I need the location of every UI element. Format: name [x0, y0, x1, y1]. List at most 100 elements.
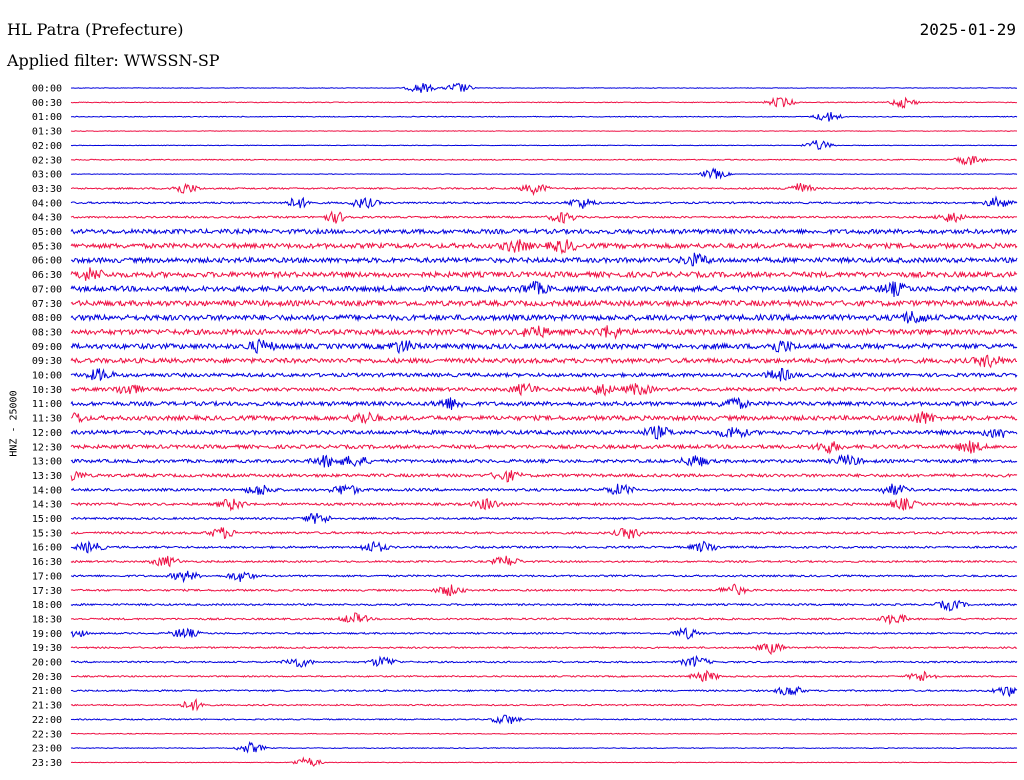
time-tick-label: 00:00 — [32, 84, 62, 95]
time-tick-label: 06:30 — [32, 270, 62, 281]
time-tick-label: 04:00 — [32, 198, 62, 209]
time-tick-label: 19:00 — [32, 629, 62, 640]
time-tick-label: 05:00 — [32, 227, 62, 238]
trace-line — [70, 626, 1018, 640]
trace-line — [70, 756, 1018, 767]
time-tick-label: 13:30 — [32, 471, 62, 482]
time-tick-label: 20:00 — [32, 658, 62, 669]
trace-line — [70, 583, 1018, 597]
time-tick-label: 12:00 — [32, 428, 62, 439]
trace-line — [70, 453, 1018, 468]
time-tick-label: 13:00 — [32, 457, 62, 468]
trace-line — [70, 82, 1018, 93]
time-tick-label: 04:30 — [32, 213, 62, 224]
time-tick-label: 23:00 — [32, 744, 62, 755]
trace-line — [70, 267, 1018, 281]
station-title: HL Patra (Prefecture) — [7, 20, 184, 39]
time-tick-label: 16:30 — [32, 557, 62, 568]
time-tick-label: 01:00 — [32, 112, 62, 123]
trace-line — [70, 555, 1018, 568]
trace-line — [70, 497, 1018, 512]
trace-line — [70, 527, 1018, 540]
trace-line — [70, 325, 1018, 340]
time-tick-label: 22:00 — [32, 715, 62, 726]
trace-line — [70, 669, 1018, 683]
time-tick-label: 15:00 — [32, 514, 62, 525]
time-tick-label: 03:00 — [32, 170, 62, 181]
trace-line — [70, 741, 1018, 754]
time-tick-label: 00:30 — [32, 98, 62, 109]
trace-line — [70, 697, 1018, 712]
time-tick-label: 17:00 — [32, 571, 62, 582]
trace-line — [70, 111, 1018, 122]
time-tick-label: 18:30 — [32, 614, 62, 625]
time-tick-label: 21:00 — [32, 686, 62, 697]
time-tick-label: 22:30 — [32, 729, 62, 740]
trace-line — [70, 367, 1018, 382]
trace-line — [70, 483, 1018, 496]
time-tick-label: 14:00 — [32, 485, 62, 496]
trace-line — [70, 599, 1018, 612]
date-label: 2025-01-29 — [919, 20, 1016, 39]
time-tick-label: 09:00 — [32, 342, 62, 353]
time-tick-label: 18:00 — [32, 600, 62, 611]
trace-line — [70, 470, 1018, 483]
trace-line — [70, 382, 1018, 397]
trace-line — [70, 182, 1018, 197]
trace-line — [70, 396, 1018, 410]
trace-line — [70, 642, 1018, 656]
trace-line — [70, 195, 1018, 209]
trace-line — [70, 130, 1018, 132]
time-tick-label: 14:30 — [32, 500, 62, 511]
trace-line — [70, 338, 1018, 355]
time-tick-label: 03:30 — [32, 184, 62, 195]
trace-line — [70, 227, 1018, 236]
time-tick-label: 02:00 — [32, 141, 62, 152]
trace-line — [70, 140, 1018, 151]
time-tick-label: 07:00 — [32, 284, 62, 295]
time-tick-label: 23:30 — [32, 758, 62, 769]
time-tick-label: 21:30 — [32, 701, 62, 712]
trace-line — [70, 440, 1018, 455]
trace-line — [70, 654, 1018, 668]
time-tick-label: 08:30 — [32, 327, 62, 338]
trace-line — [70, 612, 1018, 626]
trace-line — [70, 310, 1018, 324]
trace-line — [70, 732, 1018, 735]
time-tick-label: 09:30 — [32, 356, 62, 367]
trace-line — [70, 512, 1018, 524]
trace-line — [70, 280, 1018, 297]
time-tick-label: 10:00 — [32, 371, 62, 382]
time-tick-label: 11:00 — [32, 399, 62, 410]
trace-line — [70, 96, 1018, 109]
trace-line — [70, 239, 1018, 255]
trace-line — [70, 425, 1018, 440]
time-tick-label: 08:00 — [32, 313, 62, 324]
trace-line — [70, 155, 1018, 166]
trace-line — [70, 685, 1018, 698]
filter-label: Applied filter: WWSSN-SP — [7, 51, 220, 70]
time-tick-label: 19:30 — [32, 643, 62, 654]
time-tick-label: 10:30 — [32, 385, 62, 396]
time-tick-label: 16:00 — [32, 543, 62, 554]
trace-line — [70, 540, 1018, 554]
time-tick-label: 20:30 — [32, 672, 62, 683]
time-tick-label: 12:30 — [32, 442, 62, 453]
trace-line — [70, 210, 1018, 224]
time-tick-label: 01:30 — [32, 127, 62, 138]
trace-line — [70, 354, 1018, 369]
time-tick-label: 05:30 — [32, 241, 62, 252]
trace-line — [70, 714, 1018, 725]
trace-line — [70, 167, 1018, 180]
time-tick-label: 15:30 — [32, 528, 62, 539]
time-tick-label: 06:00 — [32, 256, 62, 267]
time-tick-label: 11:30 — [32, 414, 62, 425]
time-tick-label: 07:30 — [32, 299, 62, 310]
time-tick-label: 17:30 — [32, 586, 62, 597]
trace-line — [70, 411, 1018, 425]
time-tick-label: 02:30 — [32, 155, 62, 166]
trace-line — [70, 570, 1018, 584]
trace-line — [70, 298, 1018, 308]
trace-line — [70, 252, 1018, 267]
